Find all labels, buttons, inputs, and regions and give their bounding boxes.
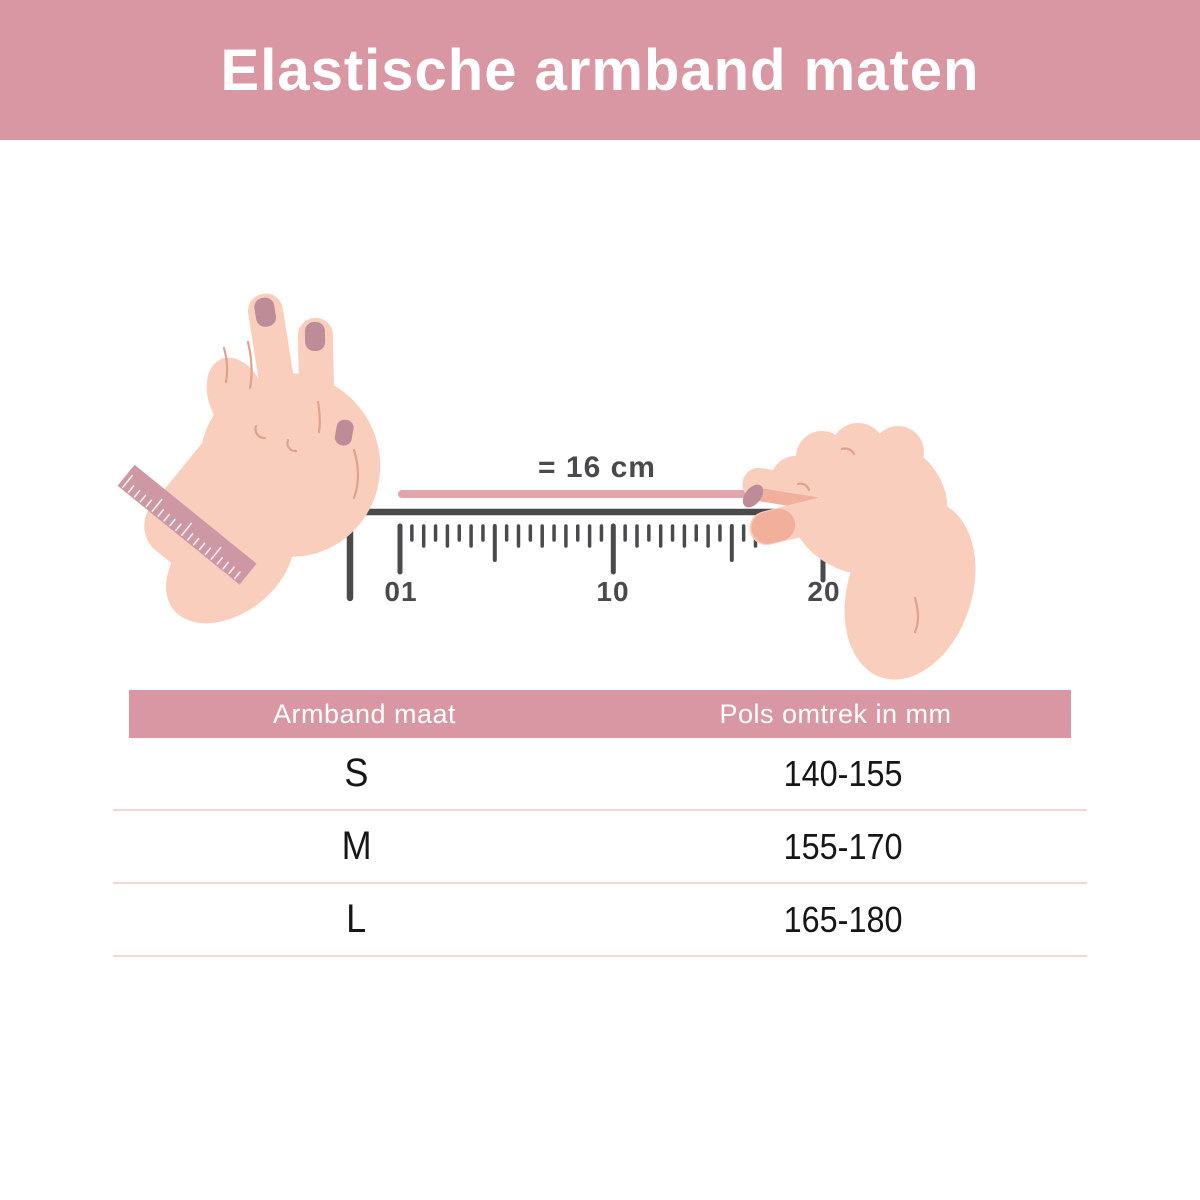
range-cell: 140-155 — [600, 738, 1087, 809]
column-header-circumference: Pols omtrek in mm — [719, 698, 952, 729]
table-row: L 165-180 — [113, 884, 1087, 957]
size-value: L — [346, 897, 367, 941]
size-cell: M — [113, 811, 600, 882]
size-cell: S — [113, 738, 600, 809]
ruler-label-01: 01 — [384, 576, 417, 607]
table-row: S 140-155 — [113, 738, 1087, 811]
size-table: Armband maat Pols omtrek in mm S 140-155… — [113, 690, 1087, 957]
finger-middle — [247, 293, 305, 463]
band-tick-marks — [121, 474, 241, 580]
page-title: Elastische armband maten — [220, 37, 980, 103]
ruler-tick-marks — [397, 523, 770, 575]
finger-ring — [297, 318, 336, 478]
ruler-label-20: 20 — [807, 576, 840, 607]
measurement-length-label: = 16 cm — [538, 451, 656, 484]
thumb-finger — [749, 487, 877, 546]
range-cell: 155-170 — [600, 811, 1087, 882]
range-value: 165-180 — [784, 898, 903, 940]
right-hand-illustration — [742, 423, 976, 680]
header-banner: Elastische armband maten — [0, 0, 1200, 140]
wrist-ruler-band — [117, 464, 257, 585]
range-value: 140-155 — [784, 752, 903, 794]
left-thumb — [316, 415, 360, 515]
size-table-header: Armband maat Pols omtrek in mm — [129, 690, 1071, 738]
ruler-label-10: 10 — [596, 576, 629, 607]
range-cell: 165-180 — [600, 884, 1087, 955]
size-cell: L — [113, 884, 600, 955]
left-hand-illustration — [117, 293, 381, 624]
range-value: 155-170 — [784, 825, 903, 867]
size-value: M — [341, 824, 372, 868]
column-header-size: Armband maat — [272, 698, 457, 729]
pinch-nail — [742, 484, 764, 508]
table-row: M 155-170 — [113, 811, 1087, 884]
size-value: S — [344, 751, 369, 795]
